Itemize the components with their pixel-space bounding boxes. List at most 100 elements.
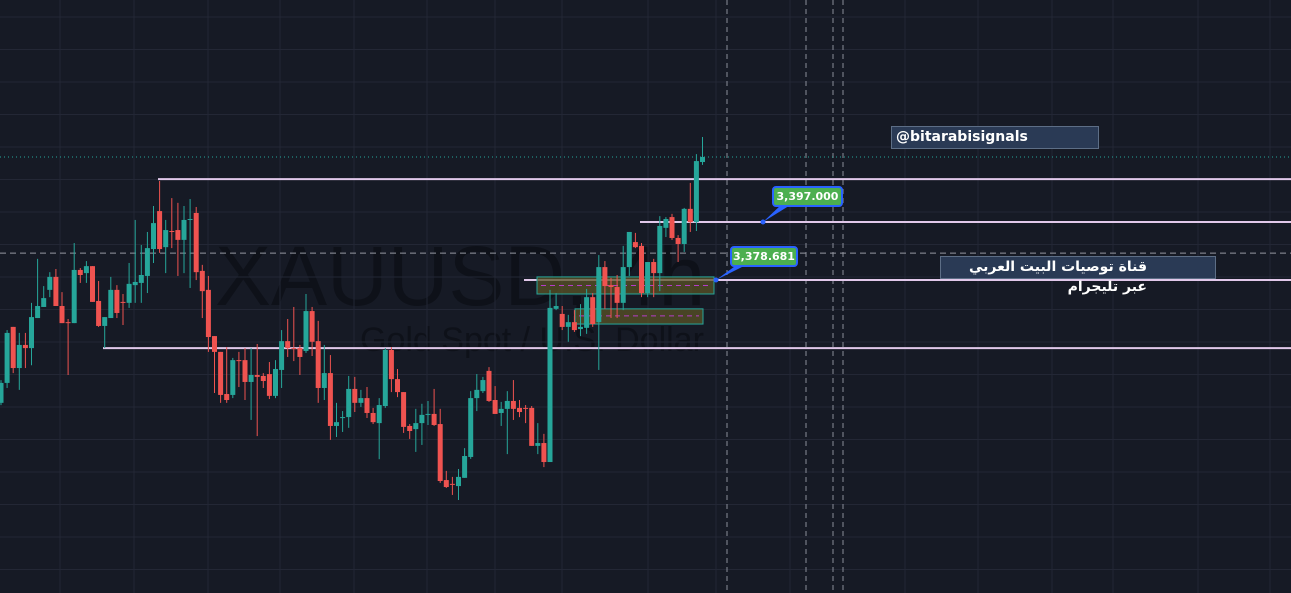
candle-body-down: [266, 374, 272, 396]
candle-body-down: [291, 348, 297, 350]
candle-body-down: [443, 480, 449, 488]
candle-body-up: [376, 405, 382, 424]
candle-body-down: [96, 300, 102, 326]
candle-body-up: [681, 208, 687, 244]
candle-body-up: [29, 317, 34, 349]
candle-body-down: [193, 212, 199, 273]
candle-body-up: [626, 231, 632, 268]
candle-body-down: [285, 341, 291, 349]
candle-body-down: [218, 351, 224, 395]
candles: [0, 137, 705, 500]
candle-body-down: [236, 360, 242, 362]
candle-body-up: [663, 218, 669, 228]
candle-body-down: [175, 230, 181, 240]
label-pointer: [716, 264, 748, 280]
candle-body-down: [675, 237, 681, 244]
candle-body-up: [321, 373, 327, 388]
candle-body-up: [35, 306, 41, 319]
channel-handle-note[interactable]: @bitarabisignals: [891, 126, 1099, 149]
candle-body-down: [632, 242, 638, 248]
candle-body-down: [205, 289, 211, 338]
candle-body-up: [248, 375, 254, 382]
label-pointer: [763, 204, 792, 222]
candle-body-down: [169, 231, 175, 233]
candle-body-up: [0, 382, 4, 403]
candle-body-down: [297, 348, 303, 357]
candle-body-up: [41, 298, 47, 307]
candle-body-up: [547, 307, 553, 463]
candle-body-up: [462, 456, 468, 478]
candle-body-up: [138, 275, 144, 283]
candle-body-up: [480, 380, 486, 392]
candle-body-down: [602, 267, 608, 287]
candle-body-up: [565, 322, 571, 327]
candle-body-down: [651, 262, 657, 274]
candle-body-down: [608, 285, 614, 288]
candle-body-down: [639, 245, 644, 294]
candle-body-up: [700, 156, 705, 163]
candle-body-down: [352, 388, 358, 403]
candle-body-down: [559, 313, 565, 327]
candle-body-down: [401, 392, 407, 427]
candle-body-up: [584, 297, 590, 328]
candle-body-down: [59, 306, 65, 324]
candle-body-down: [492, 400, 498, 414]
candle-body-up: [645, 262, 651, 294]
price-label-lower[interactable]: 3,378.681: [730, 246, 798, 267]
candle-body-down: [260, 375, 266, 382]
candle-body-down: [590, 297, 596, 325]
candle-body-up: [346, 388, 352, 418]
candle-body-up: [126, 283, 132, 303]
candle-body-up: [504, 400, 510, 409]
candle-body-down: [65, 322, 71, 324]
candle-body-up: [16, 344, 22, 369]
candle-body-down: [437, 424, 443, 482]
candle-body-up: [456, 476, 461, 487]
candle-body-down: [529, 407, 535, 446]
candle-body-down: [114, 289, 120, 313]
candle-body-down: [407, 425, 413, 432]
candle-body-up: [163, 230, 169, 248]
candle-body-up: [47, 276, 53, 290]
candle-body-up: [468, 398, 474, 457]
candle-body-down: [370, 412, 376, 423]
candle-body-up: [108, 289, 114, 319]
candle-body-down: [364, 398, 370, 413]
candle-body-down: [77, 269, 83, 275]
candle-body-up: [187, 218, 193, 220]
candle-body-down: [242, 360, 248, 382]
candle-body-up: [425, 413, 431, 415]
candle-body-down: [254, 375, 260, 377]
overlay: [713, 204, 792, 283]
price-label-upper[interactable]: 3,397.000: [772, 186, 843, 207]
channel-arabic-note[interactable]: قناة توصيات البيت العربي عبر تليجرام: [940, 256, 1216, 295]
candle-body-down: [541, 443, 547, 463]
candle-body-down: [199, 270, 205, 292]
candle-body-down: [687, 208, 693, 223]
candle-body-up: [144, 248, 150, 276]
candle-body-up: [553, 306, 559, 309]
candle-body-up: [620, 267, 626, 303]
candle-body-down: [614, 287, 620, 303]
candle-body-down: [157, 211, 163, 250]
candle-body-down: [669, 217, 675, 238]
candle-body-up: [358, 398, 364, 403]
candle-body-up: [334, 422, 339, 426]
label-anchor-dot: [713, 277, 719, 283]
candle-body-up: [382, 350, 388, 407]
candle-body-down: [486, 370, 492, 401]
candle-body-up: [71, 269, 77, 324]
candle-body-down: [309, 311, 315, 342]
candle-body-down: [395, 379, 400, 393]
candle-body-up: [132, 281, 138, 286]
candle-body-up: [413, 423, 419, 430]
candle-body-down: [120, 301, 126, 303]
supply-demand-zone: [574, 308, 704, 325]
candle-body-up: [102, 317, 108, 326]
candle-body-down: [571, 322, 577, 331]
candle-body-up: [279, 341, 285, 370]
candle-body-up: [578, 326, 583, 330]
candle-body-up: [83, 266, 89, 274]
candle-body-down: [517, 407, 522, 413]
